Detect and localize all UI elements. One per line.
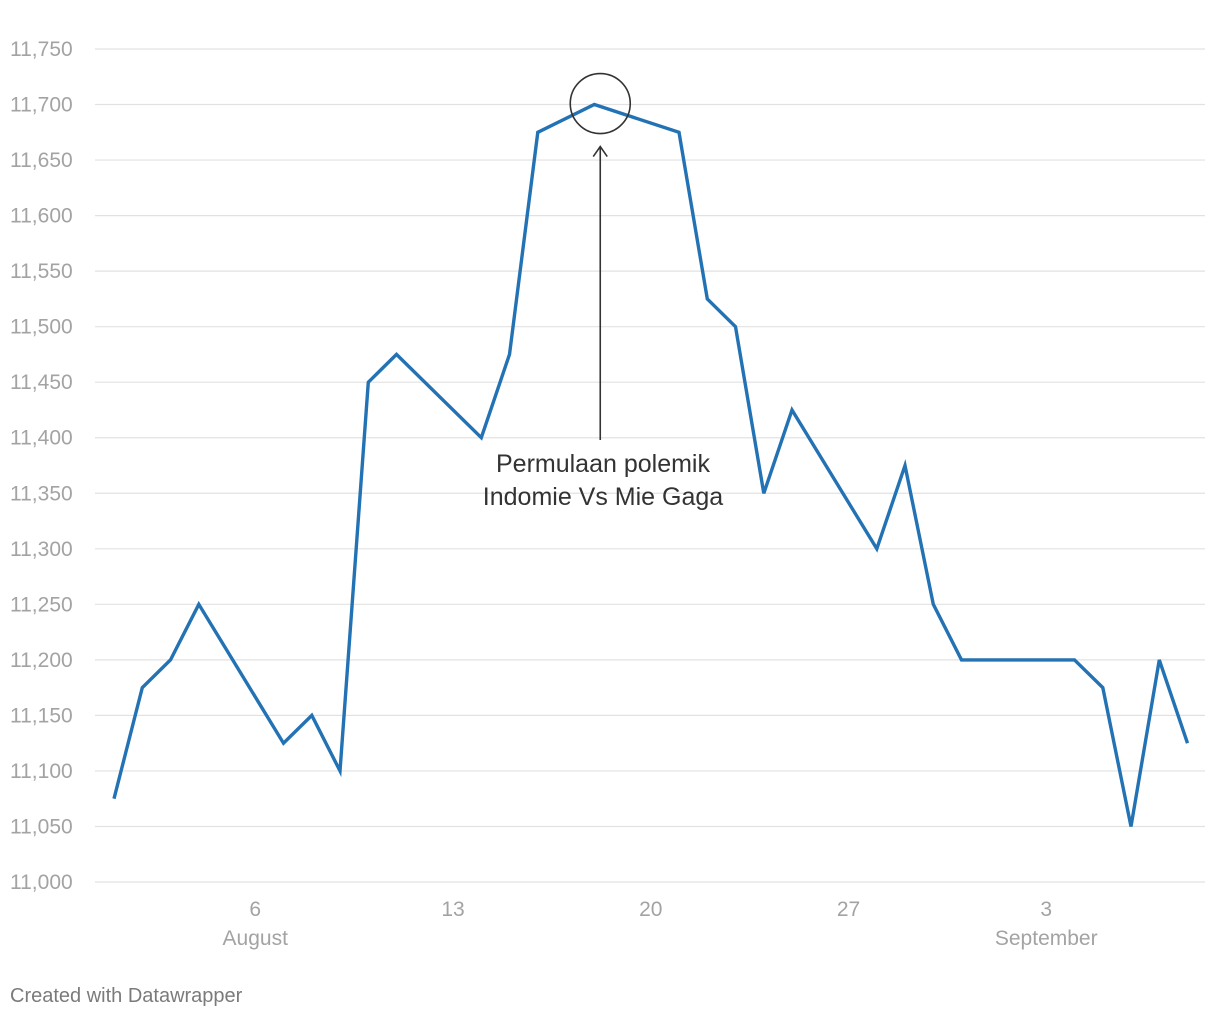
y-tick-label: 11,450 [10, 371, 73, 394]
annotation-circle [569, 72, 632, 135]
annotation: Permulaan polemik Indomie Vs Mie Gaga [483, 72, 723, 511]
y-tick-label: 11,500 [10, 316, 73, 339]
y-tick-label: 11,600 [10, 205, 73, 228]
gridlines [95, 48, 1205, 883]
y-tick-label: 11,250 [10, 593, 73, 616]
y-tick-label: 11,300 [10, 538, 73, 561]
y-tick-label: 11,400 [10, 427, 73, 450]
annotation-text-line: Indomie Vs Mie Gaga [483, 483, 723, 511]
x-tick-label: 27 [837, 898, 860, 921]
x-tick-label: 3 [1040, 898, 1052, 921]
line-chart: 11,000 11,050 11,100 11,150 11,200 11,250 11,3… [10, 38, 1205, 950]
y-tick-label: 11,150 [10, 704, 73, 727]
y-tick-label: 11,100 [10, 760, 73, 783]
y-tick-label: 11,000 [10, 871, 73, 894]
y-tick-label: 11,200 [10, 649, 73, 672]
y-tick-label: 11,350 [10, 482, 73, 505]
x-axis-tick-labels: 6 August 13 20 27 3 September [223, 898, 1098, 950]
x-tick-label: 20 [639, 898, 662, 921]
x-month-label: September [995, 927, 1098, 950]
y-tick-label: 11,750 [10, 38, 73, 61]
y-axis-tick-labels: 11,000 11,050 11,100 11,150 11,200 11,250 11,3… [10, 38, 73, 894]
series-line-group [112, 102, 1190, 827]
x-tick-label: 13 [441, 898, 464, 921]
x-month-label: August [223, 927, 289, 950]
y-tick-label: 11,650 [10, 149, 73, 172]
y-tick-label: 11,700 [10, 94, 73, 117]
annotation-arrowhead [592, 145, 608, 157]
annotation-text-line: Permulaan polemik [496, 450, 710, 478]
y-tick-label: 11,050 [10, 815, 73, 838]
y-tick-label: 11,550 [10, 260, 73, 283]
x-tick-label: 6 [249, 898, 261, 921]
series-line [112, 102, 1190, 827]
datawrapper-credit: Created with Datawrapper [10, 985, 243, 1007]
